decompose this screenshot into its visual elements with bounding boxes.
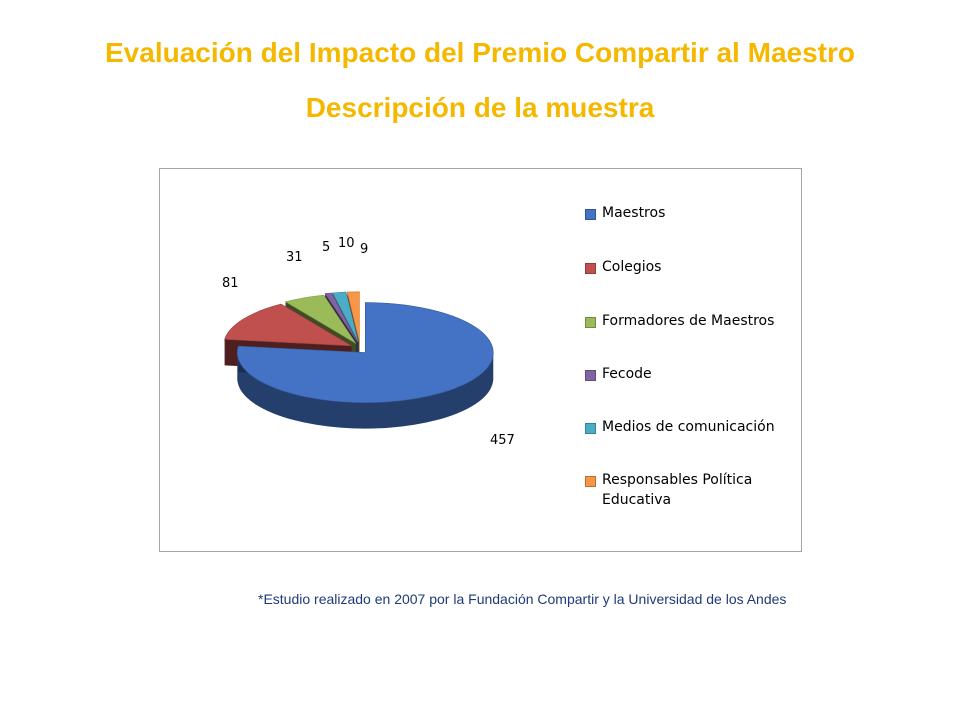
legend-swatch [585,263,596,274]
pie-slice-top [284,294,357,344]
pie-slice-maestros [236,302,494,429]
data-label-maestros: 457 [490,433,515,448]
pie-chart-plot: 457 81 31 5 10 9 [222,236,515,448]
pie-slice-top [346,291,360,342]
legend-label: Fecode [602,366,652,382]
data-label-formadores-de-maestros: 31 [286,250,303,265]
pie-slice-top [332,291,359,343]
pie-slice-wall [237,352,494,429]
data-label-responsables-pol-tica-educativa: 9 [360,242,368,257]
footnote: *Estudio realizado en 2007 por la Fundac… [258,591,787,607]
pie-slice-top [324,292,358,343]
legend-swatch [585,423,596,434]
page-title: Evaluación del Impacto del Premio Compar… [105,37,855,68]
legend-swatch [585,317,596,328]
data-label-fecode: 5 [322,240,330,255]
data-label-colegios: 81 [222,276,239,291]
legend-swatch [585,370,596,381]
legend-label: Medios de comunicación [602,419,775,435]
legend-item-responsables-pol-tica-educativa: Responsables Política Educativa [585,472,795,510]
pie-chart: 457 81 31 5 10 9 Maestros Colegios Formadores d… [159,168,802,552]
legend-label: Responsables Política Educativa [602,472,753,508]
data-label-medios-de-comunicaci-n: 10 [338,236,355,251]
legend-label: Maestros [602,205,666,221]
legend-label: Formadores de Maestros [602,313,775,329]
legend-item-fecode: Fecode [585,366,795,384]
legend-item-maestros: Maestros [585,205,795,223]
legend-label: Colegios [602,259,662,275]
legend-item-formadores-de-maestros: Formadores de Maestros [585,313,795,331]
legend-item-medios-de-comunicaci-n: Medios de comunicación [585,419,795,437]
pie-slice-top [236,302,494,403]
legend-item-colegios: Colegios [585,259,795,277]
legend-swatch [585,476,596,487]
page-subtitle: Descripción de la muestra [305,92,655,123]
legend-swatch [585,209,596,220]
pie-slice-top [224,303,352,347]
